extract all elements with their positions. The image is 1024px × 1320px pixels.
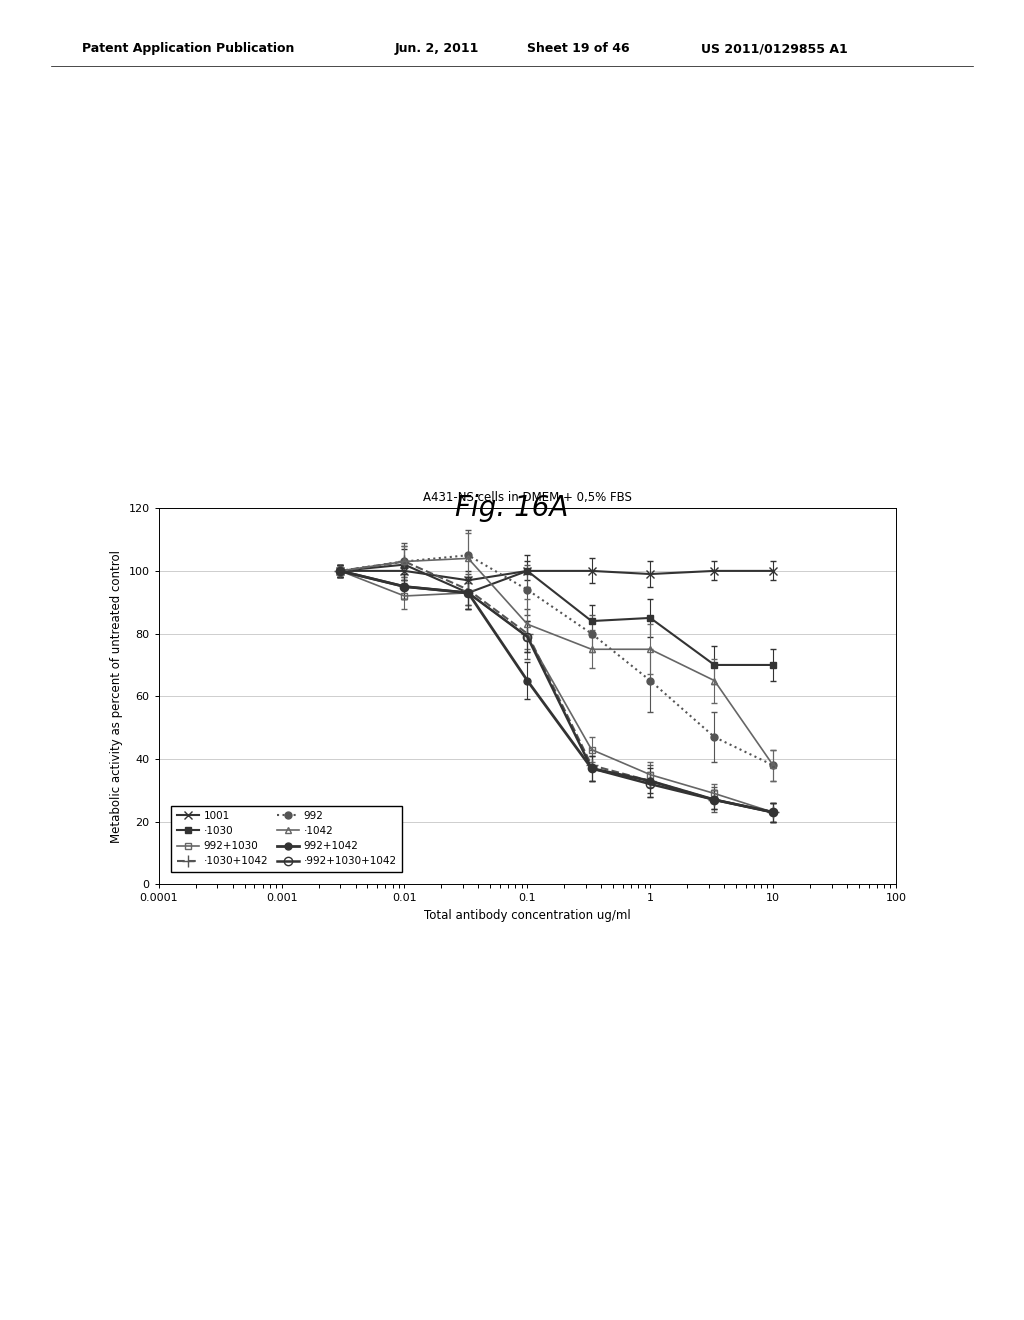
Title: A431-NS cells in DMEM + 0,5% FBS: A431-NS cells in DMEM + 0,5% FBS <box>423 491 632 504</box>
X-axis label: Total antibody concentration ug/ml: Total antibody concentration ug/ml <box>424 909 631 921</box>
Text: Fig. 16A: Fig. 16A <box>456 494 568 523</box>
Text: US 2011/0129855 A1: US 2011/0129855 A1 <box>701 42 848 55</box>
Legend: 1001, ·1030, 992+1030, ·1030+1042, 992, ·1042, 992+1042, ·992+1030+1042: 1001, ·1030, 992+1030, ·1030+1042, 992, … <box>171 805 402 871</box>
Text: Patent Application Publication: Patent Application Publication <box>82 42 294 55</box>
Text: Jun. 2, 2011: Jun. 2, 2011 <box>394 42 478 55</box>
Y-axis label: Metabolic activity as percent of untreated control: Metabolic activity as percent of untreat… <box>110 550 123 842</box>
Text: Sheet 19 of 46: Sheet 19 of 46 <box>527 42 630 55</box>
